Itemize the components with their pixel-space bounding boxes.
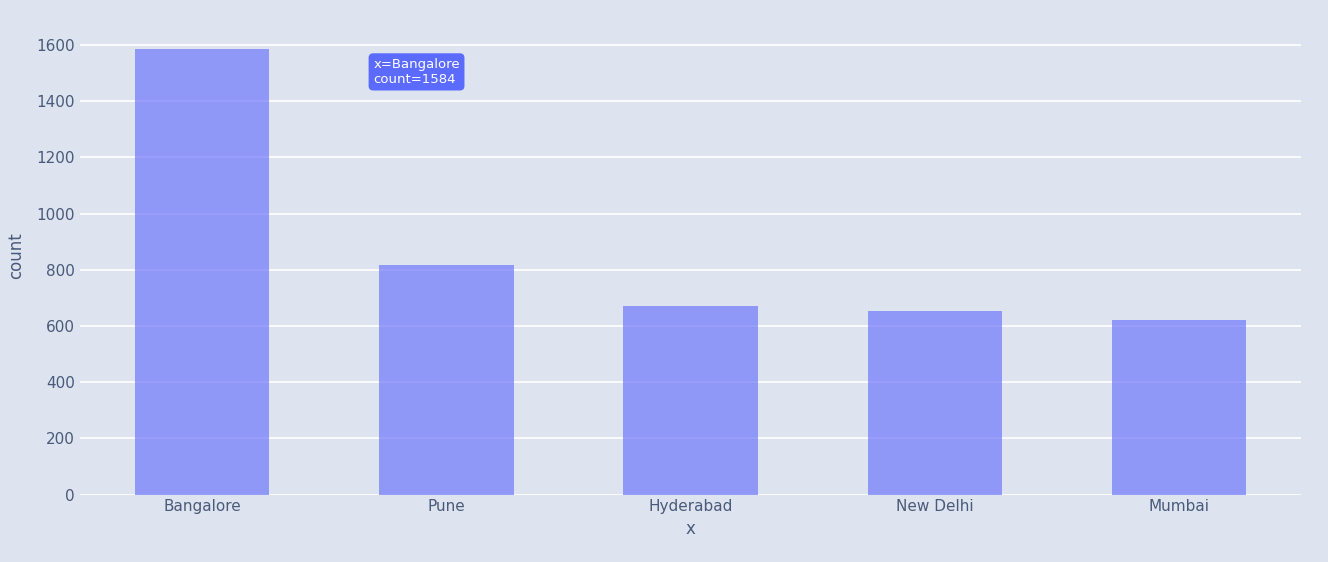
- Bar: [867, 310, 1001, 495]
- Bar: [135, 49, 270, 495]
- Bar: [1112, 320, 1246, 495]
- Text: x=Bangalore
count=1584: x=Bangalore count=1584: [365, 58, 459, 86]
- X-axis label: x: x: [685, 520, 696, 538]
- Y-axis label: count: count: [7, 232, 25, 279]
- Bar: [623, 306, 758, 495]
- Bar: [380, 265, 514, 495]
